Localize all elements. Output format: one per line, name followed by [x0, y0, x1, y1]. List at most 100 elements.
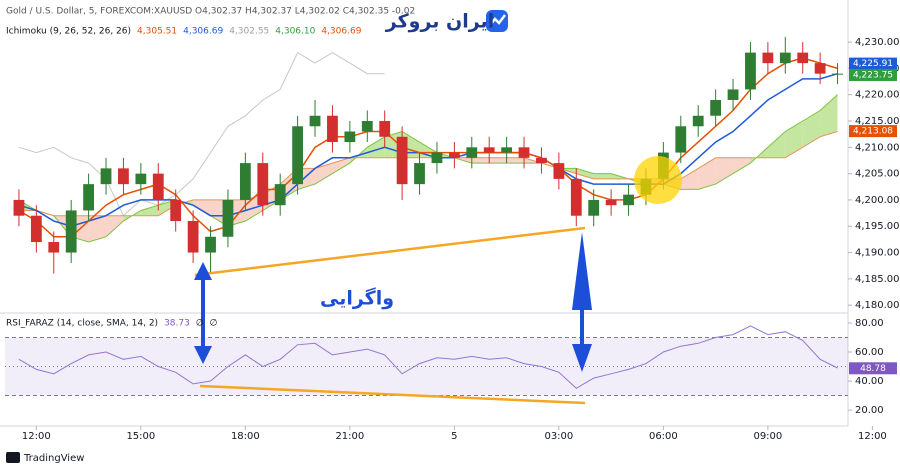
candle-body [414, 163, 425, 185]
indicator-line [18, 51, 385, 217]
candle-body [379, 121, 391, 137]
candle-body [483, 147, 495, 153]
x-tick-label: 06:00 [649, 431, 678, 442]
price-tag-label: 48.78 [860, 364, 886, 374]
candle-body [466, 147, 478, 158]
candle-body [135, 173, 147, 185]
y-tick-label: 4,200.00 [855, 195, 900, 206]
legend-value: ∅ [210, 319, 218, 329]
candle-body [675, 126, 687, 153]
cloud [193, 199, 211, 216]
candle-body [570, 178, 582, 216]
y-tick-label: 4,215.00 [855, 116, 900, 127]
price-tag-label: 4,213.08 [853, 127, 893, 137]
y-tick-label: 4,230.00 [855, 37, 900, 48]
candle-body [274, 184, 286, 206]
x-tick-label: 12:00 [858, 431, 887, 442]
plot-area [5, 36, 848, 397]
arrow-shaft [201, 276, 205, 350]
cloud [506, 157, 525, 164]
candle-body [309, 115, 321, 127]
cloud [367, 136, 385, 158]
candle-body [745, 52, 756, 90]
cloud [698, 157, 716, 190]
y-tick-label: 4,180.00 [855, 300, 900, 311]
price-tag-bg [849, 57, 897, 70]
candle-body [553, 163, 565, 179]
cloud [489, 157, 507, 164]
candle-body [692, 115, 704, 127]
cloud [576, 168, 594, 179]
candle-body [239, 163, 251, 200]
candle-body [814, 63, 826, 74]
candle-body [623, 194, 634, 206]
cloud [802, 110, 821, 148]
legend-value: 4,306.69 [183, 27, 223, 37]
candle-body [448, 152, 460, 158]
candle-body [605, 199, 617, 206]
indicator-line [18, 94, 838, 243]
x-tick-label: 18:00 [231, 431, 260, 442]
logo-icon-mark [489, 14, 506, 26]
legend-value: 38.73 [164, 319, 190, 329]
logo-text: ایران بروکر [385, 11, 494, 33]
arrow-left [194, 262, 212, 364]
cloud [820, 94, 838, 137]
arrow-head [572, 344, 592, 372]
y-tick-label: 80.00 [855, 318, 884, 329]
candle-body [152, 173, 164, 200]
cloud [332, 157, 350, 174]
candle-body [48, 242, 60, 253]
divergence-label: واگرایی [320, 287, 394, 310]
candle-body [710, 99, 722, 116]
candle-body [588, 199, 600, 216]
candle-body [727, 89, 739, 100]
price-tag-bg [849, 68, 897, 81]
candle-body [100, 168, 112, 185]
indicator-name: Ichimoku (9, 26, 52, 26, 26) [6, 27, 131, 37]
cloud [733, 157, 751, 174]
y-tick-label: 60.00 [855, 347, 884, 358]
candle-body [83, 184, 95, 211]
legend-value: 4,306.10 [275, 27, 315, 37]
candle-body [361, 121, 373, 132]
y-tick-label: 4,185.00 [855, 274, 900, 285]
brand: TradingView [23, 453, 84, 464]
highlight-circle [634, 156, 682, 204]
candle-body [832, 73, 843, 75]
cloud [106, 215, 124, 237]
arrow-head [572, 232, 592, 310]
legend-value: 4,306.69 [321, 27, 361, 37]
legend-value: 4,305.51 [137, 27, 177, 37]
symbol-legend: Gold / U.S. Dollar, 5, FOREXCOM:XAUUSD O… [6, 7, 415, 17]
x-tick-label: 09:00 [753, 431, 782, 442]
candle-body [327, 115, 338, 143]
y-tick-label: 20.00 [855, 405, 884, 416]
candle-body [205, 236, 216, 253]
price-tag-bg [849, 125, 897, 138]
y-tick-label: 4,195.00 [855, 221, 900, 232]
y-tick-label: 4,205.00 [855, 169, 900, 180]
candle-body [292, 126, 304, 185]
cloud [315, 163, 333, 185]
cloud [88, 215, 107, 243]
rsi-name: RSI_FARAZ (14, close, SMA, 14, 2) [6, 319, 158, 329]
cloud [471, 157, 490, 164]
cloud [715, 157, 734, 185]
arrow-head [194, 346, 212, 364]
rsi-line [18, 325, 838, 389]
legend-value: 4,302.55 [229, 27, 269, 37]
cloud [140, 205, 159, 216]
x-tick-label: 21:00 [335, 431, 364, 442]
price-tag-bg [849, 362, 897, 375]
tv-icon [6, 452, 20, 463]
candle-body [13, 199, 25, 216]
price-tag-label: 4,223.75 [853, 70, 893, 80]
candle-body [797, 52, 809, 64]
x-tick-label: 5 [451, 431, 457, 442]
candle-body [396, 136, 408, 185]
y-tick-label: 40.00 [855, 376, 884, 387]
candle-body [187, 220, 199, 253]
